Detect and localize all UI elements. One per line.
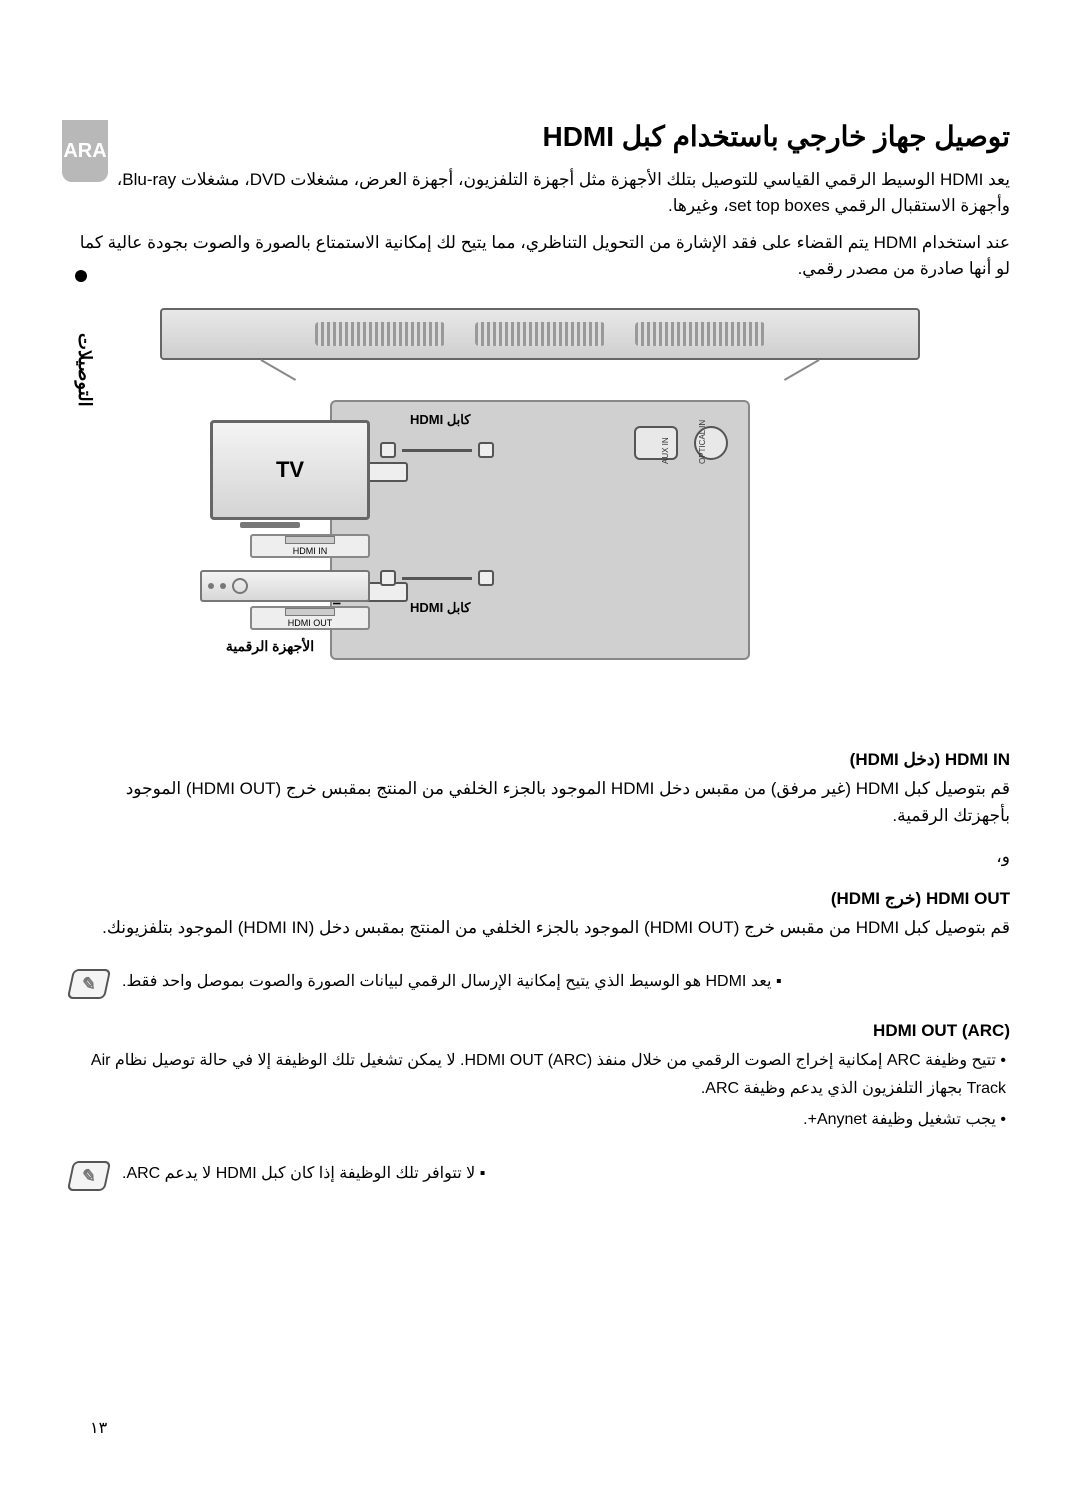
note-icon: ✎ — [67, 969, 111, 999]
digital-devices-label: الأجهزة الرقمية — [170, 638, 370, 655]
device-hdmi-out-label: HDMI OUT — [288, 618, 333, 628]
tv-hdmi-in-label: HDMI IN — [293, 546, 328, 556]
optical-in-label: OPTICAL IN — [698, 420, 707, 464]
section-bullet — [75, 270, 87, 282]
hdmi-out-body: قم بتوصيل كبل HDMI من مقبس خرج (HDMI OUT… — [70, 915, 1010, 941]
arc-bullet-1: تتيح وظيفة ARC إمكانية إخراج الصوت الرقم… — [70, 1047, 1006, 1101]
note-2: ✎ ▪ لا تتوافر تلك الوظيفة إذا كان كبل HD… — [70, 1161, 1010, 1191]
cable-bottom — [380, 570, 494, 586]
aux-in-label: AUX IN — [661, 438, 670, 465]
cable-label-bottom: كابل HDMI — [410, 600, 470, 616]
soundbar-front-icon — [160, 308, 920, 360]
section-side-label: التوصيلات — [62, 290, 108, 450]
language-tab: ARA — [62, 120, 108, 182]
cable-top — [380, 442, 494, 458]
intro-paragraph-2: عند استخدام HDMI يتم القضاء على فقد الإش… — [70, 230, 1010, 283]
note-1-text: يعد HDMI هو الوسيط الذي يتيح إمكانية الإ… — [122, 973, 771, 990]
hdmi-in-body: قم بتوصيل كبل HDMI (غير مرفق) من مقبس دخ… — [70, 776, 1010, 829]
hdmi-in-heading: HDMI IN (دخل HDMI) — [70, 750, 1010, 770]
and-separator: و، — [70, 847, 1010, 867]
arc-bullet-2: يجب تشغيل وظيفة Anynet+. — [70, 1106, 1006, 1133]
digital-device-icon: HDMI OUT الأجهزة الرقمية — [170, 570, 370, 655]
page-title: توصيل جهاز خارجي باستخدام كبل HDMI — [70, 120, 1010, 153]
arc-bullets: تتيح وظيفة ARC إمكانية إخراج الصوت الرقم… — [70, 1047, 1010, 1133]
hdmi-out-heading: HDMI OUT (خرج HDMI) — [70, 889, 1010, 909]
soundbar-back-panel: OPTICAL IN AUX IN HDMI OUT HDMI IN — [330, 400, 750, 660]
cable-label-top: كابل HDMI — [410, 412, 470, 428]
connection-diagram: OPTICAL IN AUX IN HDMI OUT HDMI IN TV HD… — [160, 308, 920, 710]
note-icon: ✎ — [67, 1161, 111, 1191]
page-number: ١٣ — [90, 1418, 107, 1438]
arc-heading: (ARC) HDMI OUT — [70, 1021, 1010, 1041]
tv-icon: TV HDMI IN — [170, 420, 370, 560]
note-2-text: لا تتوافر تلك الوظيفة إذا كان كبل HDMI ل… — [122, 1165, 475, 1182]
intro-paragraph-1: يعد HDMI الوسيط الرقمي القياسي للتوصيل ب… — [70, 167, 1010, 220]
note-1: ✎ ▪ يعد HDMI هو الوسيط الذي يتيح إمكانية… — [70, 969, 1010, 999]
